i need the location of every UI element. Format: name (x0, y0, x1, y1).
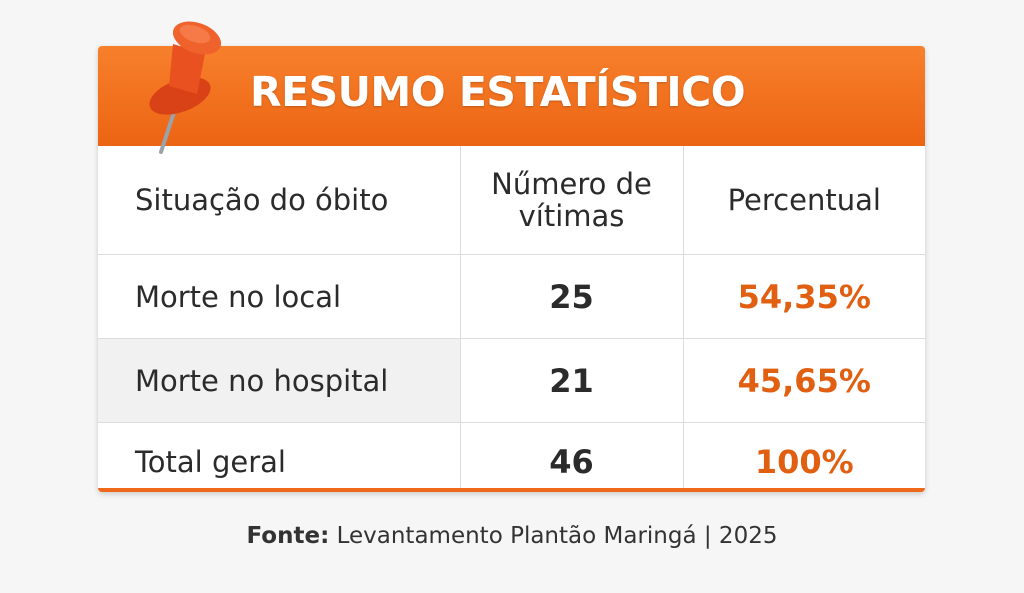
row-label: Total geral (98, 422, 461, 488)
row-percent: 45,65% (683, 338, 925, 423)
header-percentual: Percentual (683, 146, 925, 255)
table-header-row: Situação do óbito Nűmero de vítimas Perc… (98, 146, 925, 255)
row-percent: 54,35% (683, 254, 925, 339)
header-situacao: Situação do óbito (98, 146, 461, 255)
row-label: Morte no local (98, 254, 461, 339)
table-row: Morte no local 25 54,35% (98, 254, 925, 339)
table-row-total: Total geral 46 100% (98, 422, 925, 488)
table-row: Morte no hospital 21 45,65% (98, 338, 925, 423)
source-text: Levantamento Plantão Maringá | 2025 (336, 523, 778, 549)
row-label: Morte no hospital (98, 338, 461, 423)
pushpin-icon (149, 21, 222, 154)
source-label: Fonte: (246, 523, 330, 549)
stats-table: Situação do óbito Nűmero de vítimas Perc… (98, 146, 925, 488)
row-count: 25 (460, 254, 684, 339)
row-percent: 100% (754, 442, 854, 481)
card-header: RESUMO ESTATÍSTICO (98, 46, 925, 146)
row-count: 21 (460, 338, 684, 423)
summary-card: RESUMO ESTATÍSTICO Situação do óbito Nűm… (98, 46, 925, 492)
row-count: 46 (460, 422, 684, 488)
card-title: RESUMO ESTATÍSTICO (250, 68, 746, 116)
source-footer: Fonte: Levantamento Plantão Maringá | 20… (0, 523, 1024, 549)
header-numero: Nűmero de vítimas (460, 146, 684, 255)
